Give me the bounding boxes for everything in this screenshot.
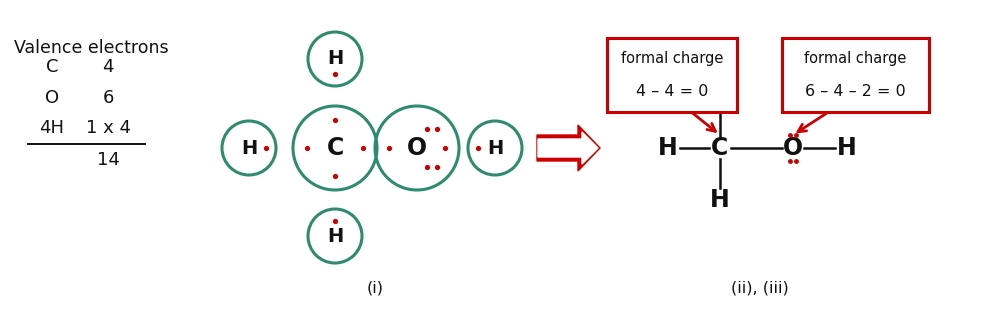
Text: C: C: [46, 58, 58, 76]
Text: H: H: [658, 136, 678, 160]
Text: 1 x 4: 1 x 4: [86, 119, 131, 137]
Text: H: H: [837, 136, 857, 160]
Text: Valence electrons: Valence electrons: [14, 39, 169, 57]
Text: O: O: [783, 136, 803, 160]
Text: H: H: [241, 139, 257, 158]
Text: formal charge: formal charge: [620, 51, 723, 67]
Text: 14: 14: [97, 151, 120, 169]
Text: (i): (i): [367, 280, 384, 296]
Text: (ii), (iii): (ii), (iii): [731, 280, 789, 296]
Text: O: O: [407, 136, 427, 160]
FancyBboxPatch shape: [607, 38, 737, 112]
Text: H: H: [327, 49, 343, 68]
Text: H: H: [327, 226, 343, 245]
Text: H: H: [710, 188, 730, 212]
Text: formal charge: formal charge: [804, 51, 906, 67]
Text: H: H: [710, 84, 730, 108]
Text: 6: 6: [102, 89, 114, 107]
Text: 4: 4: [102, 58, 114, 76]
Polygon shape: [538, 132, 598, 164]
Text: 6 – 4 – 2 = 0: 6 – 4 – 2 = 0: [804, 84, 905, 99]
Text: C: C: [711, 136, 728, 160]
FancyBboxPatch shape: [781, 38, 928, 112]
Text: 4 – 4 = 0: 4 – 4 = 0: [635, 84, 708, 99]
Text: 4H: 4H: [40, 119, 65, 137]
Text: O: O: [45, 89, 59, 107]
Text: H: H: [487, 139, 503, 158]
Polygon shape: [537, 125, 600, 171]
Text: C: C: [327, 136, 344, 160]
